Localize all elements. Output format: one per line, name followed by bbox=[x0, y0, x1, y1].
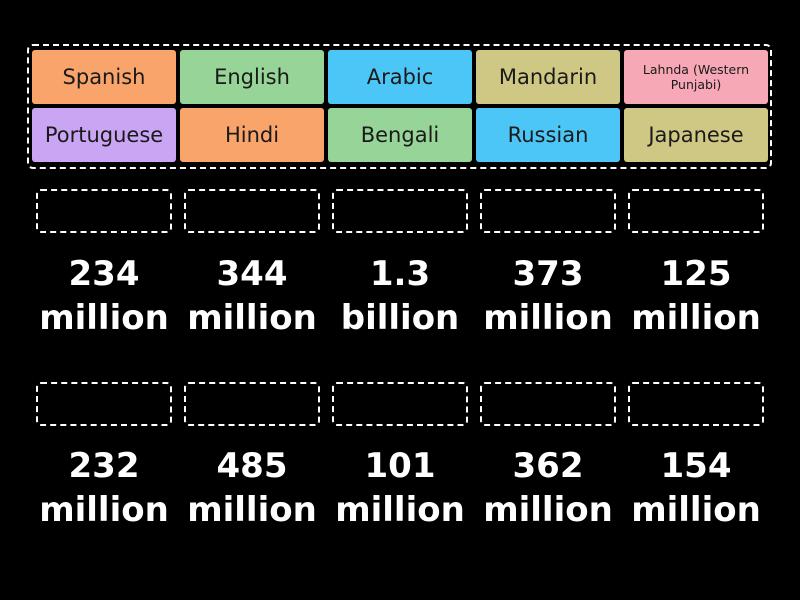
speaker-count-4: 373 million bbox=[483, 254, 613, 338]
drop-zone-1[interactable] bbox=[36, 189, 172, 233]
speaker-count-3: 1.3 billion bbox=[340, 254, 460, 338]
speaker-count-2: 344 million bbox=[187, 254, 317, 338]
drop-zone-6[interactable] bbox=[36, 382, 172, 426]
drop-zone-3[interactable] bbox=[332, 189, 468, 233]
drop-zone-2[interactable] bbox=[184, 189, 320, 233]
tile-hindi[interactable]: Hindi bbox=[180, 108, 324, 162]
speaker-count-5: 125 million bbox=[631, 254, 761, 338]
tile-russian[interactable]: Russian bbox=[476, 108, 620, 162]
tile-lahnda[interactable]: Lahnda (Western Punjabi) bbox=[624, 50, 768, 104]
tile-japanese[interactable]: Japanese bbox=[624, 108, 768, 162]
speaker-count-7: 485 million bbox=[187, 446, 317, 530]
drop-zone-5[interactable] bbox=[628, 189, 764, 233]
speaker-count-9: 362 million bbox=[483, 446, 613, 530]
drop-zone-4[interactable] bbox=[480, 189, 616, 233]
drop-zone-10[interactable] bbox=[628, 382, 764, 426]
tile-spanish[interactable]: Spanish bbox=[32, 50, 176, 104]
speaker-count-1: 234 million bbox=[39, 254, 169, 338]
speaker-count-10: 154 million bbox=[631, 446, 761, 530]
speaker-count-6: 232 million bbox=[39, 446, 169, 530]
drop-zone-9[interactable] bbox=[480, 382, 616, 426]
tile-bengali[interactable]: Bengali bbox=[328, 108, 472, 162]
drop-zone-7[interactable] bbox=[184, 382, 320, 426]
tile-portuguese[interactable]: Portuguese bbox=[32, 108, 176, 162]
tile-english[interactable]: English bbox=[180, 50, 324, 104]
tile-mandarin[interactable]: Mandarin bbox=[476, 50, 620, 104]
tile-arabic[interactable]: Arabic bbox=[328, 50, 472, 104]
drop-zone-8[interactable] bbox=[332, 382, 468, 426]
tile-bank bbox=[27, 44, 772, 169]
speaker-count-8: 101 million bbox=[335, 446, 465, 530]
